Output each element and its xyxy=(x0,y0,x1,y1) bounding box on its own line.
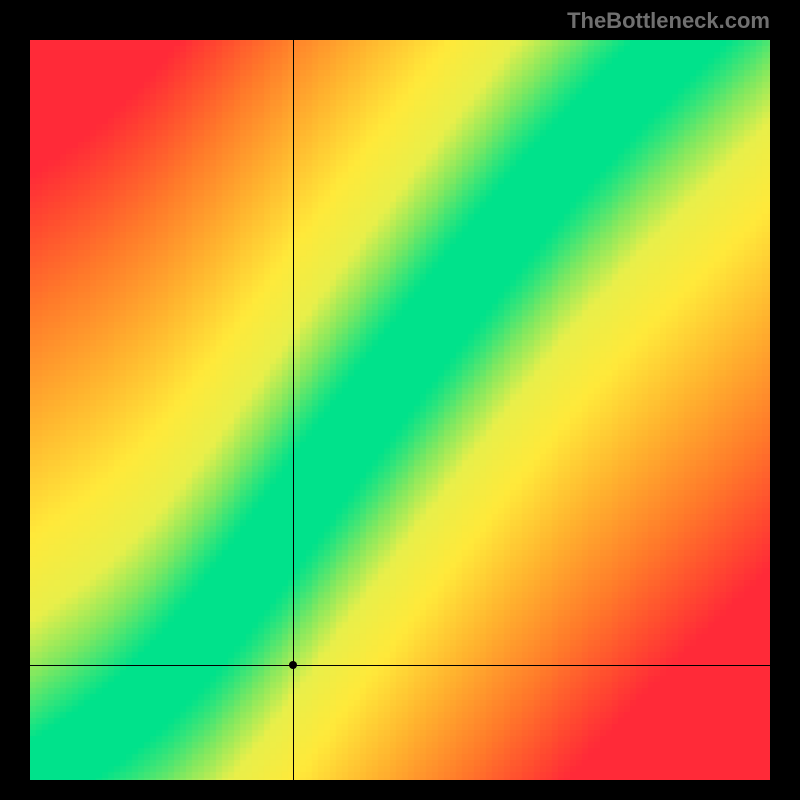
crosshair-marker xyxy=(289,661,297,669)
crosshair-horizontal xyxy=(30,665,770,666)
heatmap-canvas xyxy=(30,40,770,780)
chart-container: TheBottleneck.com xyxy=(0,0,800,800)
watermark-text: TheBottleneck.com xyxy=(567,8,770,34)
plot-area xyxy=(30,40,770,780)
